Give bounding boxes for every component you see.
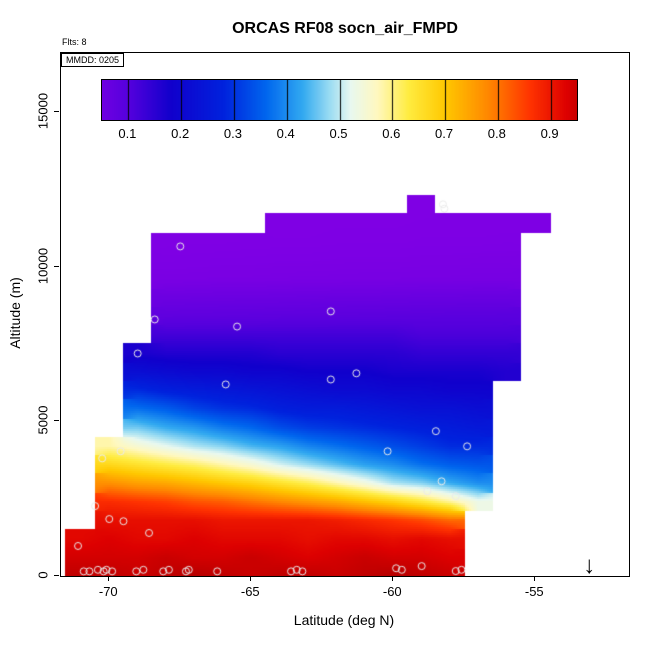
- plot-area: MMDD: 0205 0.1 0.2 0.3 0.4 0.5 0.6 0.7 0.8 0.9 ↓: [60, 52, 630, 579]
- y-tick-label: 0: [35, 571, 51, 579]
- colorbar-tick-label: 0.9: [540, 126, 559, 141]
- colorbar-tick-label: 0.3: [223, 126, 242, 141]
- colorbar-tick-label: 0.7: [435, 126, 454, 141]
- x-axis-tick-mark: [534, 576, 536, 581]
- x-tick-label: -60: [382, 584, 402, 599]
- y-tick-label: 5000: [35, 405, 51, 435]
- flights-annotation: Flts: 8: [62, 37, 87, 47]
- y-axis-tick-mark: [54, 110, 59, 112]
- y-axis-tick-mark: [54, 420, 59, 422]
- date-annotation: MMDD: 0205: [61, 53, 125, 67]
- colorbar-tick-label: 0.2: [171, 126, 190, 141]
- x-axis-title: Latitude (deg N): [293, 612, 395, 628]
- y-axis-tick-mark: [54, 265, 59, 267]
- chart-title: ORCAS RF08 socn_air_FMPD: [232, 20, 458, 37]
- x-axis-tick-mark: [392, 576, 394, 581]
- colorbar-tick-label: 0.1: [118, 126, 137, 141]
- heatmap-canvas: [61, 53, 629, 576]
- x-axis-tick-mark: [250, 576, 252, 581]
- y-tick-label: 15000: [35, 92, 51, 129]
- down-arrow-marker: ↓: [583, 552, 596, 579]
- y-axis-tick-mark: [54, 575, 59, 576]
- y-axis-title: Altitude (m): [7, 277, 23, 349]
- x-tick-label: -70: [98, 584, 118, 599]
- colorbar-canvas: [101, 79, 578, 121]
- colorbar-tick-label: 0.5: [329, 126, 348, 141]
- colorbar-tick-label: 0.8: [487, 126, 506, 141]
- colorbar: 0.1 0.2 0.3 0.4 0.5 0.6 0.7 0.8 0.9: [101, 79, 578, 169]
- x-tick-label: -65: [240, 584, 260, 599]
- x-axis-tick-mark: [108, 576, 110, 581]
- y-tick-label: 10000: [35, 247, 51, 284]
- colorbar-tick-label: 0.6: [382, 126, 401, 141]
- colorbar-tick-label: 0.4: [276, 126, 295, 141]
- x-tick-label: -55: [524, 584, 544, 599]
